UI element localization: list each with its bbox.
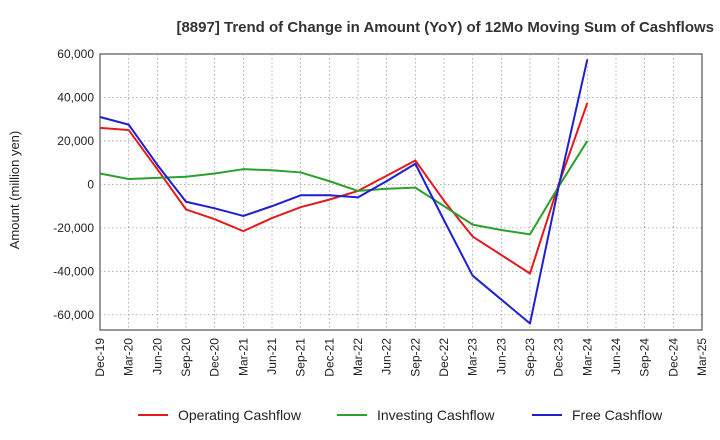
- x-tick-label: Sep-20: [179, 338, 193, 377]
- plot-frame: [99, 53, 703, 331]
- y-tick-label: -40,000: [53, 264, 94, 278]
- chart-title: [8897] Trend of Change in Amount (YoY) o…: [176, 19, 714, 36]
- y-axis-ticks: 60,000 40,000 20,000 0 -20,000 -40,000 -60,000: [53, 47, 94, 322]
- series-lines: [99, 59, 589, 325]
- series-line-investing-cashflow: [99, 140, 589, 236]
- x-tick-label: Sep-22: [408, 338, 422, 377]
- y-tick-label: 60,000: [57, 47, 94, 61]
- x-tick-label: Jun-20: [150, 338, 164, 375]
- x-tick-label: Mar-25: [695, 338, 709, 376]
- x-tick-label: Mar-22: [351, 338, 365, 376]
- x-tick-label: Dec-23: [552, 338, 566, 377]
- y-tick-label: 0: [87, 177, 94, 191]
- plot-area: [99, 53, 703, 331]
- grid: [100, 54, 702, 330]
- x-tick-label: Dec-19: [93, 338, 107, 377]
- legend-label: Free Cashflow: [572, 407, 663, 423]
- y-tick-label: -20,000: [53, 221, 94, 235]
- x-tick-label: Jun-21: [265, 338, 279, 375]
- series-line-operating-cashflow: [99, 102, 589, 275]
- x-tick-label: Mar-23: [466, 338, 480, 376]
- x-tick-label: Sep-23: [523, 338, 537, 377]
- series-line-free-cashflow: [99, 59, 589, 325]
- x-tick-label: Mar-20: [122, 338, 136, 376]
- legend-label: Operating Cashflow: [178, 407, 302, 423]
- x-tick-label: Sep-24: [638, 338, 652, 377]
- legend: Operating Cashflow Investing Cashflow Free…: [138, 407, 663, 423]
- x-tick-label: Jun-23: [494, 338, 508, 375]
- x-tick-label: Mar-21: [236, 338, 250, 376]
- y-tick-label: -60,000: [53, 308, 94, 322]
- x-tick-label: Mar-24: [580, 338, 594, 376]
- x-axis-ticks: Dec-19 Mar-20 Jun-20 Sep-20 Dec-20 Mar-21 Jun-…: [93, 338, 709, 377]
- y-axis-label: Amount (million yen): [7, 131, 22, 250]
- y-tick-label: 40,000: [57, 90, 94, 104]
- y-tick-label: 20,000: [57, 134, 94, 148]
- x-tick-label: Dec-20: [208, 338, 222, 377]
- x-tick-label: Jun-24: [609, 338, 623, 375]
- x-tick-label: Dec-21: [322, 338, 336, 377]
- x-tick-label: Sep-21: [294, 338, 308, 377]
- x-tick-label: Dec-22: [437, 338, 451, 377]
- legend-label: Investing Cashflow: [377, 407, 495, 423]
- x-tick-label: Dec-24: [666, 338, 680, 377]
- x-tick-label: Jun-22: [380, 338, 394, 375]
